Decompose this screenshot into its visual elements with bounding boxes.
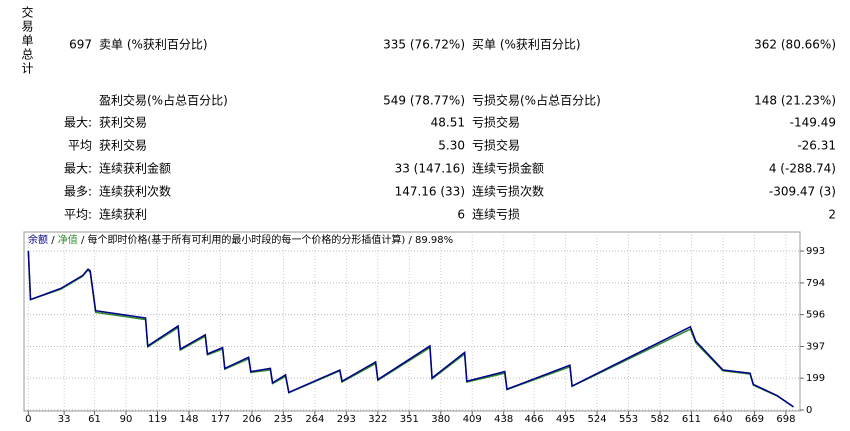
x-tick-label: 495 <box>556 414 575 425</box>
legend-entry: 净值 <box>58 233 78 246</box>
stat-cell: 147.16 (33) <box>395 185 465 199</box>
stat-cell: 平均 <box>68 139 92 153</box>
y-tick-label: 397 <box>806 341 825 352</box>
legend-entry: 余额 <box>28 233 48 246</box>
stat-cell: -309.47 (3) <box>769 185 836 199</box>
x-tick-label: 33 <box>58 414 71 425</box>
x-tick-label: 669 <box>745 414 764 425</box>
x-tick-label: 582 <box>650 414 669 425</box>
x-tick-label: 90 <box>120 414 133 425</box>
chart-header: 余额 / 净值 / 每个即时价格(基于所有可利用的最小时段的每一个价格的分形插值… <box>28 233 453 246</box>
stat-cell: 362 (80.66%) <box>754 38 836 52</box>
stat-cell: 盈利交易(%占总百分比) <box>99 93 228 108</box>
stat-cell: 连续获利 <box>99 207 147 222</box>
stat-cell: 最多: <box>64 185 92 199</box>
y-tick-label: 596 <box>806 310 825 321</box>
stat-cell: 148 (21.23%) <box>754 94 836 108</box>
x-tick-label: 524 <box>587 414 606 425</box>
x-tick-label: 466 <box>525 414 544 425</box>
x-tick-label: 206 <box>242 414 261 425</box>
stat-cell: 亏损交易 <box>472 138 520 153</box>
x-tick-label: 61 <box>88 414 101 425</box>
stat-cell: 5.30 <box>438 139 465 153</box>
y-tick-label: 794 <box>806 278 825 289</box>
x-tick-label: 409 <box>463 414 482 425</box>
stat-cell: 最大: <box>64 116 92 130</box>
stat-cell: 6 <box>457 208 465 222</box>
stat-cell: 549 (78.77%) <box>383 94 465 108</box>
x-tick-label: 0 <box>25 414 31 425</box>
y-tick-label: 199 <box>806 373 825 384</box>
stat-cell: 亏损交易(%占总百分比) <box>472 93 601 108</box>
stat-cell: 4 (-288.74) <box>769 162 836 176</box>
x-tick-label: 148 <box>179 414 198 425</box>
stat-cell: 最大: <box>64 162 92 176</box>
stat-cell: 卖单 (%获利百分比) <box>99 38 208 52</box>
legend-separator: / <box>81 235 85 246</box>
y-tick-label: 0 <box>806 405 812 416</box>
legend-separator: / <box>51 235 55 246</box>
x-tick-label: 698 <box>776 414 795 425</box>
chart-frame <box>23 231 801 412</box>
stat-cell: 连续获利金额 <box>99 161 171 176</box>
x-tick-label: 177 <box>211 414 230 425</box>
stat-cell: 697 <box>69 38 92 52</box>
x-tick-label: 611 <box>682 414 701 425</box>
x-tick-label: 553 <box>619 414 638 425</box>
stat-cell: 平均: <box>64 208 92 222</box>
x-tick-label: 293 <box>337 414 356 425</box>
x-tick-label: 380 <box>431 414 450 425</box>
stat-cell: 33 (147.16) <box>395 162 465 176</box>
y-tick-label: 993 <box>806 246 825 257</box>
stat-cell: 2 <box>828 208 836 222</box>
x-tick-label: 351 <box>400 414 419 425</box>
stat-cell: 连续亏损次数 <box>472 184 544 199</box>
stat-cell: 获利交易 <box>99 138 147 153</box>
stat-cell: 获利交易 <box>99 115 147 130</box>
x-tick-label: 264 <box>305 414 324 425</box>
x-tick-label: 235 <box>274 414 293 425</box>
stat-cell: 335 (76.72%) <box>383 38 465 52</box>
chart-subtitle: 每个即时价格(基于所有可利用的最小时段的每一个价格的分形插值计算) / 89.9… <box>88 233 454 246</box>
stat-cell: 48.51 <box>431 116 465 130</box>
stat-cell: 买单 (%获利百分比) <box>472 38 581 52</box>
stat-cell: -26.31 <box>797 139 836 153</box>
x-tick-label: 438 <box>494 414 513 425</box>
total-label: 交易单总计 <box>20 6 34 76</box>
series-line <box>27 251 794 408</box>
x-tick-label: 119 <box>148 414 167 425</box>
stat-cell: -149.49 <box>790 116 836 130</box>
x-tick-label: 640 <box>713 414 732 425</box>
stat-cell: 亏损交易 <box>472 115 520 130</box>
stat-cell: 连续亏损金额 <box>472 161 544 176</box>
stat-cell: 连续亏损 <box>472 207 520 222</box>
x-tick-label: 322 <box>368 414 387 425</box>
stat-cell: 连续获利次数 <box>99 184 171 199</box>
